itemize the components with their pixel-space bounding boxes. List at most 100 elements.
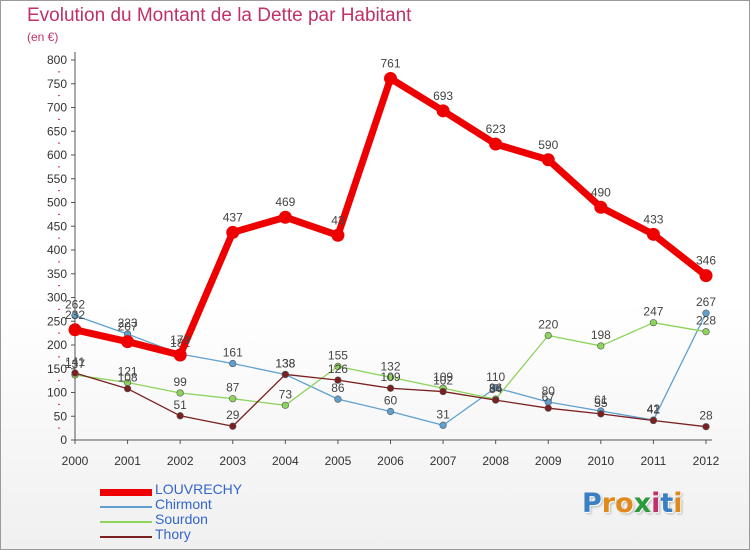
y-tick-label: 100 — [47, 386, 67, 400]
data-point-thory — [229, 422, 237, 430]
data-label-thory: 28 — [699, 409, 713, 423]
data-label-sourdon: 155 — [328, 348, 348, 362]
data-label-thory: 41 — [647, 403, 661, 417]
data-label-sourdon: 132 — [380, 359, 400, 373]
data-label-chirmont: 31 — [436, 407, 450, 421]
data-point-louvrechy — [331, 228, 345, 242]
data-label-thory: 108 — [118, 371, 138, 385]
data-point-thory — [176, 412, 184, 420]
data-point-chirmont — [229, 359, 237, 368]
legend-label: Chirmont — [155, 496, 212, 512]
y-tick-label: 300 — [47, 291, 67, 305]
data-label-chirmont: 86 — [331, 381, 345, 395]
data-point-chirmont — [386, 407, 395, 416]
data-point-louvrechy — [646, 227, 660, 241]
y-tick-label: 150 — [47, 362, 67, 376]
data-point-louvrechy — [68, 323, 82, 337]
data-point-thory — [597, 410, 605, 418]
data-label-louvrechy: 346 — [696, 254, 716, 268]
data-label-thory: 138 — [275, 356, 295, 370]
data-label-thory: 102 — [433, 374, 453, 388]
y-tick-label: 550 — [47, 172, 67, 186]
data-label-sourdon: 86 — [489, 381, 503, 395]
legend-swatch — [100, 488, 152, 496]
data-point-louvrechy — [594, 200, 608, 214]
data-point-louvrechy — [436, 104, 450, 118]
chart-subtitle: (en €) — [27, 30, 59, 44]
x-tick-label: 2001 — [114, 454, 141, 468]
legend-label: LOUVRECHY — [155, 481, 243, 497]
data-label-sourdon: 99 — [173, 375, 187, 389]
data-point-sourdon — [597, 342, 605, 350]
data-label-thory: 67 — [542, 390, 556, 404]
data-point-louvrechy — [384, 72, 397, 86]
logo-letter: P — [582, 488, 602, 519]
data-label-sourdon: 87 — [226, 381, 240, 395]
data-point-thory — [386, 384, 395, 392]
data-point-chirmont — [71, 311, 79, 320]
data-label-louvrechy: 433 — [643, 212, 663, 226]
data-label-thory: 126 — [328, 362, 348, 376]
data-point-sourdon — [176, 389, 184, 397]
data-point-thory — [702, 423, 710, 431]
data-point-louvrechy — [173, 348, 187, 362]
data-point-thory — [334, 376, 342, 384]
y-tick-label: 500 — [47, 196, 67, 210]
y-tick-label: 800 — [47, 53, 67, 67]
logo-letter: x — [633, 488, 652, 519]
x-tick-label: 2003 — [219, 454, 246, 468]
data-label-sourdon: 198 — [591, 328, 611, 342]
data-label-louvrechy: 590 — [538, 138, 558, 152]
data-label-sourdon: 220 — [538, 318, 558, 332]
data-label-louvrechy: 232 — [65, 308, 85, 322]
data-label-louvrechy: 43 — [331, 213, 345, 227]
data-label-louvrechy: 490 — [591, 185, 611, 199]
x-tick-label: 2007 — [430, 454, 457, 468]
x-tick-label: 2009 — [535, 454, 562, 468]
data-label-sourdon: 73 — [279, 387, 293, 401]
data-point-sourdon — [386, 373, 395, 381]
y-tick-label: 350 — [47, 267, 67, 281]
x-tick-label: 2002 — [167, 454, 194, 468]
y-tick-label: 0 — [60, 433, 67, 447]
data-label-sourdon: 137 — [65, 357, 85, 371]
data-label-louvrechy: 623 — [486, 122, 506, 136]
data-label-sourdon: 247 — [643, 305, 663, 319]
data-point-thory — [123, 385, 132, 393]
data-point-louvrechy — [489, 137, 503, 151]
proxiti-logo: Proxiti — [582, 488, 683, 519]
data-point-louvrechy — [121, 335, 135, 349]
data-point-thory — [649, 416, 658, 425]
x-tick-label: 2012 — [693, 454, 720, 468]
data-point-chirmont — [334, 395, 342, 403]
data-label-louvrechy: 207 — [118, 320, 138, 334]
y-tick-label: 250 — [47, 314, 67, 328]
data-point-chirmont — [439, 421, 447, 429]
series-louvrechy: 232 207 179 437 469 43 761 693 623 590 490 433 346 — [65, 57, 716, 362]
data-label-sourdon: 228 — [696, 314, 716, 328]
data-label-chirmont: 61 — [594, 393, 608, 407]
data-point-thory — [492, 396, 500, 404]
y-tick-label: 200 — [47, 338, 67, 352]
data-point-louvrechy — [541, 153, 555, 167]
data-point-louvrechy — [278, 210, 292, 224]
data-point-sourdon — [229, 395, 237, 403]
data-label-thory: 51 — [173, 398, 187, 412]
data-label-chirmont: 138 — [275, 356, 295, 370]
legend-swatch — [100, 536, 152, 538]
y-tick-label: 450 — [47, 219, 67, 233]
x-tick-label: 2011 — [641, 454, 667, 468]
data-point-sourdon — [702, 328, 710, 336]
x-tick-label: 2008 — [482, 454, 509, 468]
data-point-sourdon — [544, 331, 552, 340]
legend-label: Sourdon — [155, 511, 208, 527]
x-tick-label: 2005 — [325, 454, 352, 468]
y-tick-label: 650 — [47, 124, 67, 138]
series-line-louvrechy — [74, 75, 709, 359]
data-point-louvrechy — [226, 225, 240, 239]
data-point-sourdon — [334, 362, 342, 370]
